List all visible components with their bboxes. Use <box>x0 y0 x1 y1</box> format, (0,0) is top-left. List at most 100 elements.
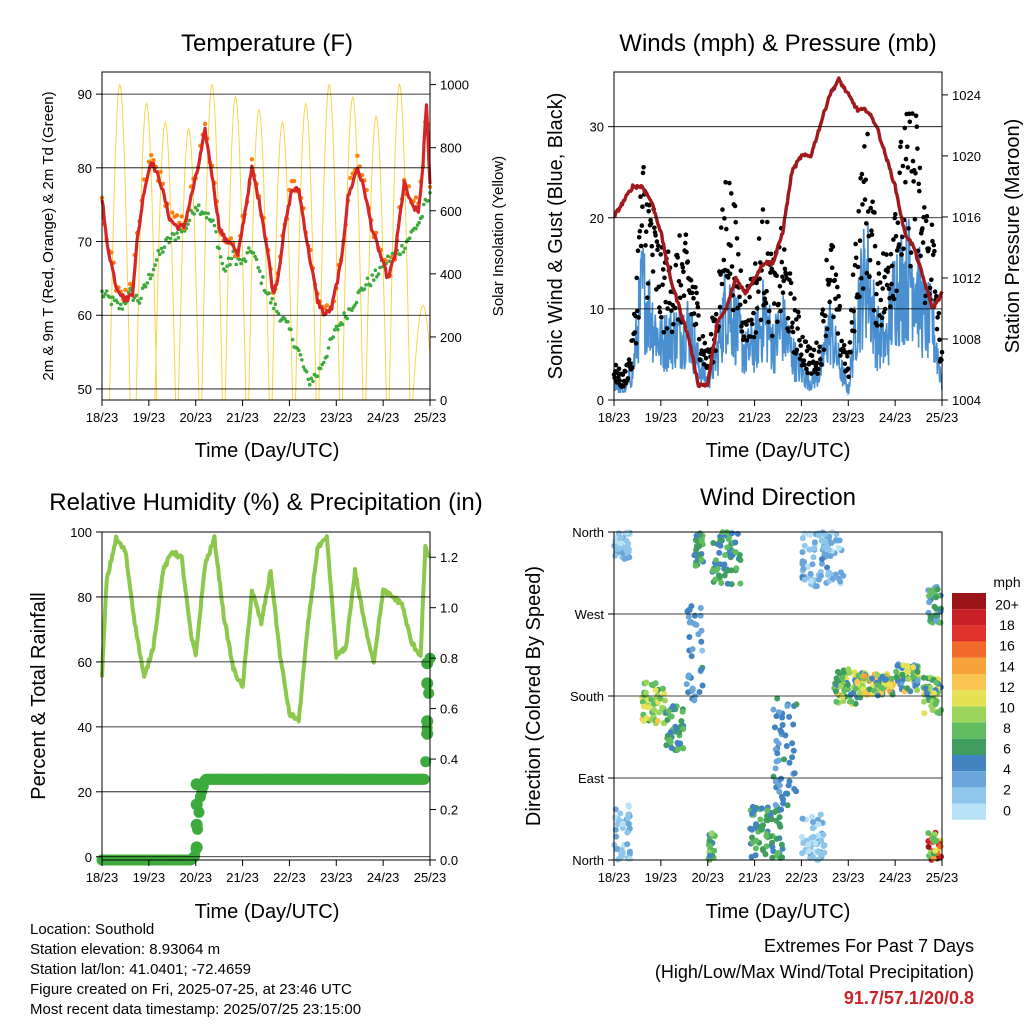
gust-point <box>663 299 668 305</box>
gust-point <box>646 208 651 214</box>
direction-point <box>732 539 739 546</box>
gust-point <box>800 334 805 340</box>
gust-point <box>732 203 738 209</box>
dewpoint-point <box>297 348 301 353</box>
direction-point <box>642 689 649 696</box>
solar-insolation-curve <box>224 95 247 401</box>
gust-point <box>879 322 884 328</box>
gust-point <box>702 340 708 346</box>
direction-point <box>737 580 744 587</box>
gust-point <box>846 374 851 380</box>
gust-point <box>744 338 750 343</box>
direction-title: Wind Direction <box>700 484 856 511</box>
x-tick-label: 20/23 <box>691 410 724 425</box>
direction-point <box>836 545 842 552</box>
direction-point <box>611 814 618 821</box>
direction-point <box>838 682 844 689</box>
direction-point <box>810 554 817 561</box>
dewpoint-point <box>192 212 196 216</box>
direction-point <box>624 829 631 836</box>
gust-point <box>661 330 667 335</box>
direction-point <box>689 687 696 694</box>
dewpoint-point <box>243 259 248 264</box>
gust-point <box>896 242 902 247</box>
gust-point <box>804 366 809 372</box>
gust-point <box>753 261 758 266</box>
precip-point <box>418 773 430 785</box>
gust-point <box>628 361 633 366</box>
direction-point <box>617 810 624 817</box>
temp-9m-point <box>158 169 163 174</box>
direction-point <box>772 765 779 772</box>
gust-point <box>932 289 938 295</box>
gust-point <box>660 282 665 288</box>
gust-point <box>645 281 651 286</box>
dewpoint-point <box>151 267 156 272</box>
gust-point <box>673 262 679 268</box>
gust-point <box>685 259 691 264</box>
direction-point <box>781 756 787 763</box>
direction-point <box>926 593 932 599</box>
gust-point <box>698 357 703 363</box>
gust-point <box>717 304 723 310</box>
gust-point <box>722 216 727 221</box>
temp-9m-point <box>179 214 184 219</box>
gust-point <box>920 240 926 245</box>
direction-point <box>778 806 785 813</box>
direction-point <box>818 572 824 579</box>
dewpoint-point <box>258 269 262 274</box>
gust-point <box>842 361 848 367</box>
direction-point <box>801 559 808 565</box>
dewpoint-point <box>422 202 426 207</box>
gust-point <box>838 353 843 358</box>
solar-insolation-curve <box>109 83 131 401</box>
direction-point <box>817 811 824 818</box>
gust-point <box>910 111 915 116</box>
direction-point <box>904 685 911 692</box>
direction-point <box>613 846 620 853</box>
gust-point <box>900 234 905 240</box>
direction-point <box>667 713 674 720</box>
dewpoint-point <box>115 300 120 305</box>
direction-point <box>811 539 818 546</box>
gust-point <box>760 207 766 212</box>
direction-point <box>717 537 724 544</box>
direction-point <box>711 847 718 854</box>
y-tick-label: 30 <box>590 120 604 135</box>
gust-point <box>681 293 687 299</box>
direction-point <box>827 571 834 578</box>
gust-point <box>658 252 663 257</box>
gust-point <box>820 307 826 313</box>
dewpoint-point <box>326 346 331 350</box>
y-tick-label: 60 <box>78 308 92 323</box>
gust-point <box>736 252 741 257</box>
gust-point <box>867 257 873 263</box>
gust-point <box>662 275 667 281</box>
direction-point <box>688 653 695 660</box>
gust-point <box>809 371 814 376</box>
speed-legend-swatch <box>952 690 986 707</box>
dewpoint-point <box>272 306 276 311</box>
gust-point <box>636 315 641 320</box>
humidity-panel: Relative Humidity (%) & Precipitation (i… <box>28 489 483 923</box>
gust-point <box>803 339 809 345</box>
direction-point <box>786 778 793 785</box>
y2-tick-label: 1020 <box>952 149 981 164</box>
direction-point <box>625 811 632 818</box>
temp-9m-point <box>228 236 234 241</box>
direction-point <box>789 754 796 761</box>
dewpoint-point <box>378 265 382 270</box>
gust-point <box>888 304 893 309</box>
dewpoint-point <box>426 199 431 203</box>
dewpoint-point <box>120 307 125 311</box>
direction-point <box>758 826 765 833</box>
direction-point <box>854 678 861 685</box>
extremes-heading: Extremes For Past 7 Days <box>763 936 974 956</box>
gust-point <box>802 362 807 368</box>
x-tick-label: 19/23 <box>133 870 166 885</box>
gust-point <box>884 252 889 257</box>
dewpoint-point <box>342 311 346 315</box>
y2-tick-label: 1008 <box>952 332 981 347</box>
gust-point <box>799 352 804 358</box>
direction-point <box>659 685 666 692</box>
